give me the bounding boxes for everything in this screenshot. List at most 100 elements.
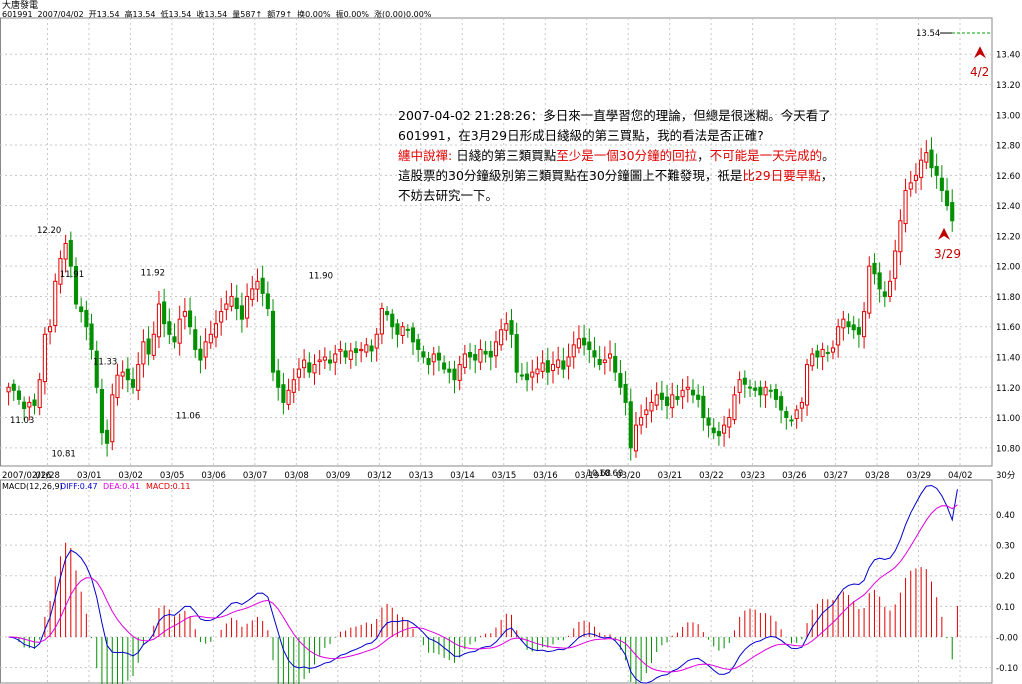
date-tick-label: 03/14 bbox=[450, 471, 475, 481]
candle-up bbox=[913, 174, 918, 181]
candle-up bbox=[862, 311, 867, 338]
candle-down bbox=[416, 339, 421, 350]
candle-down bbox=[613, 355, 618, 373]
candle-up bbox=[333, 353, 338, 363]
candle-down bbox=[405, 328, 410, 331]
price-tick-label: 10.80 bbox=[996, 444, 1020, 454]
candle-down bbox=[851, 324, 856, 331]
candle-down bbox=[276, 370, 281, 388]
candle-up bbox=[722, 424, 727, 434]
quote-info-item: 高13.54 bbox=[124, 10, 156, 19]
candle-down bbox=[447, 368, 452, 373]
candle-up bbox=[42, 333, 47, 383]
candle-down bbox=[623, 383, 628, 403]
candle-down bbox=[846, 321, 851, 328]
candle-down bbox=[94, 350, 99, 388]
candle-down bbox=[784, 411, 789, 419]
candle-up bbox=[48, 326, 53, 333]
date-tick-label: 03/02 bbox=[118, 471, 143, 481]
date-tick-label: 03/27 bbox=[824, 471, 849, 481]
macd-tick-label: -0.00 bbox=[996, 634, 1018, 644]
candle-up bbox=[478, 348, 483, 363]
price-label: 10.68 bbox=[599, 469, 623, 479]
candle-up bbox=[177, 318, 182, 344]
candle-down bbox=[706, 417, 711, 426]
candle-up bbox=[633, 424, 639, 452]
date-tick-label: 03/15 bbox=[492, 471, 517, 481]
candle-down bbox=[561, 360, 566, 370]
candle-down bbox=[79, 306, 84, 313]
candle-down bbox=[193, 329, 198, 350]
candle-down bbox=[675, 396, 680, 400]
candle-up bbox=[908, 182, 913, 190]
candle-down bbox=[32, 399, 37, 406]
quote-info-item: 收13.54 bbox=[196, 10, 228, 19]
candle-down bbox=[789, 419, 794, 422]
candle-up bbox=[27, 401, 32, 408]
candle-up bbox=[830, 347, 836, 353]
date-tick-label: 03/09 bbox=[326, 471, 351, 481]
candle-up bbox=[867, 265, 872, 314]
candle-up bbox=[607, 353, 613, 359]
price-tick-label: 12.80 bbox=[996, 142, 1020, 152]
candle-up bbox=[53, 280, 58, 327]
candle-up bbox=[504, 323, 509, 331]
candle-up bbox=[229, 295, 234, 307]
candle-up bbox=[110, 394, 115, 443]
macd-tick-label: 0.20 bbox=[996, 572, 1015, 582]
price-label: 11.92 bbox=[141, 268, 165, 278]
candle-down bbox=[872, 262, 877, 275]
candle-up bbox=[919, 159, 924, 178]
date-tick-label: 03/16 bbox=[533, 471, 558, 481]
candle-down bbox=[125, 368, 130, 381]
candle-down bbox=[105, 429, 110, 444]
candle-up bbox=[924, 152, 929, 163]
candle-down bbox=[628, 401, 633, 449]
diff-line bbox=[8, 484, 958, 684]
candle-down bbox=[390, 313, 395, 328]
candle-down bbox=[146, 338, 151, 355]
date-tick-label: 03/26 bbox=[782, 471, 807, 481]
candle-up bbox=[156, 303, 162, 338]
candle-up bbox=[219, 311, 224, 323]
candle-down bbox=[690, 389, 696, 396]
price-label: 11.33 bbox=[93, 358, 117, 368]
candle-up bbox=[457, 364, 462, 381]
candle-down bbox=[73, 265, 79, 305]
candle-down bbox=[167, 321, 172, 335]
price-label: 12.20 bbox=[37, 226, 61, 236]
date-marker-label: 4/2 bbox=[970, 65, 989, 79]
dea-line bbox=[8, 504, 958, 673]
candle-down bbox=[11, 383, 16, 391]
date-tick-label: 03/07 bbox=[243, 471, 268, 481]
candle-down bbox=[353, 348, 359, 353]
candle-up bbox=[296, 368, 301, 378]
candle-up bbox=[556, 359, 561, 368]
candle-down bbox=[162, 301, 167, 325]
candle-up bbox=[654, 394, 659, 406]
reply-part-1: 日綫的第三類買點 bbox=[452, 148, 557, 163]
macd-legend-item: MACD:0.11 bbox=[146, 482, 191, 491]
candle-up bbox=[550, 364, 556, 372]
candle-up bbox=[203, 341, 208, 358]
candle-down bbox=[436, 352, 441, 361]
price-tick-label: 12.00 bbox=[996, 263, 1020, 273]
candle-up bbox=[348, 350, 353, 360]
macd-title: MACD(12,26,9) bbox=[2, 482, 63, 491]
quote-info-item: 量587↑ bbox=[232, 10, 263, 19]
candle-up bbox=[151, 333, 156, 356]
date-tick-label: 03/08 bbox=[284, 471, 309, 481]
date-tick-label: 03/28 bbox=[865, 471, 890, 481]
candle-up bbox=[317, 359, 322, 363]
candle-down bbox=[385, 311, 390, 316]
candle-up bbox=[291, 379, 296, 393]
candle-up bbox=[255, 280, 260, 290]
macd-tick-label: 0.10 bbox=[996, 603, 1015, 613]
candle-up bbox=[887, 280, 893, 298]
candle-up bbox=[804, 364, 810, 406]
candle-up bbox=[820, 348, 825, 358]
candle-down bbox=[934, 165, 939, 176]
quote-info-item: 2007/04/02 bbox=[37, 10, 84, 19]
